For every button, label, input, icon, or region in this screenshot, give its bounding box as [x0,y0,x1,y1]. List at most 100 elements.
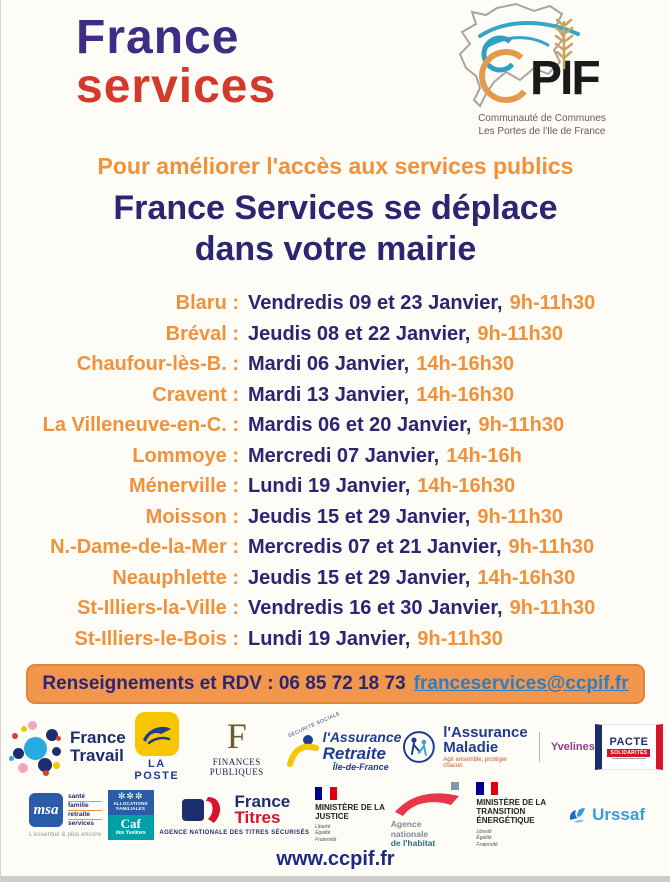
session-time: 9h-11h30 [477,505,563,528]
session-time: 14h-16h30 [417,475,516,497]
pacte-solidarites-logo: PACTE SOLIDARITÉS [594,724,663,770]
territory-outline [458,2,566,108]
anah-square-icon [450,781,459,790]
france-titres-logo: France Titres AGENCE NATIONALE DES TITRE… [159,793,310,837]
solidarites-label: SOLIDARITÉS [607,748,651,757]
session-date: Lundi 19 Janvier, [248,475,411,497]
schedule-row: N.-Dame-de-la-Mer : Mercredis 07 et 21 J… [1,536,670,567]
msa-services-list: santé famille retraite services [68,793,102,828]
ccpif-logo: PIF Communauté de Communes Les Portes de… [420,2,664,138]
ministere-transition-logo: MINISTÈRE DE LA TRANSITION ÉNERGÉTIQUE L… [476,781,562,848]
title-line2: dans votre mairie [194,229,477,268]
website-url[interactable]: www.ccpif.fr [276,848,395,870]
partner-logos: France Travail LA POSTE F FINANCES PUBLI… [1,710,670,848]
session-date: Lundi 19 Janvier, [248,627,411,650]
ministere-justice-label: MINISTÈRE DE LA JUSTICE [315,802,385,821]
french-flag-icon [476,781,499,795]
ccpif-caption-line2: Les Portes de l'Ile de France [478,125,606,137]
session-details: Mardis 06 et 20 Janvier, 9h-11h30 [248,414,564,437]
schedule-row: St-Illiers-la-Ville : Vendredis 16 et 30… [1,597,670,628]
assurance-maladie-region: Yvelines [550,741,595,753]
urssaf-label: Urssaf [592,805,645,824]
french-flag-icon [315,786,338,800]
wheat-stalk-icon [554,18,574,70]
schedule-row: Blaru : Vendredis 09 et 23 Janvier, 9h-11… [1,292,670,323]
session-time: 9h-11h30 [417,627,503,650]
assurance-maladie-logo: l'Assurance Maladie Agir ensemble, proté… [401,725,595,769]
motto: Liberté Égalité Fraternité [315,823,337,843]
town-name: Bréval : [165,322,239,345]
session-details: Lundi 19 Janvier, 9h-11h30 [248,628,503,651]
session-time: 9h-11h30 [477,322,563,345]
session-time: 9h-11h30 [509,292,596,314]
session-date: Vendredis 09 et 23 Janvier, [248,292,503,314]
session-time: 9h-11h30 [509,597,596,619]
town-name: Neauphlette : [112,566,239,589]
caf-logo: ✼✼✼ ALLOCATIONS FAMILIALES Caf des Yveli… [107,790,154,840]
town-name: Cravent : [152,383,239,406]
assurance-maladie-icon [403,731,436,763]
session-details: Mercredi 07 Janvier, 14h-16h [248,445,522,468]
town-name: Ménerville : [128,475,239,497]
france-travail-logo: France Travail [9,718,126,776]
session-details: Mardi 06 Janvier, 14h-16h30 [248,353,514,376]
schedule-row: St-Illiers-le-Bois : Lundi 19 Janvier, 9h… [1,628,670,659]
caf-family-icon: ✼✼✼ [117,791,144,802]
finances-publiques-monogram: F [226,715,247,756]
session-details: Jeudis 08 et 22 Janvier, 9h-11h30 [248,323,563,346]
schedule-row: La Villeneuve-en-C. : Mardis 06 et 20 Ja… [1,414,670,445]
assurance-retraite-person-icon [286,735,319,767]
ccpif-acronym-rest: PIF [530,52,599,105]
town-name: Chaufour-lès-B. : [76,353,239,375]
session-time: 9h-11h30 [478,414,565,436]
schedule-row: Moisson : Jeudis 15 et 29 Janvier, 9h-11h… [1,506,670,537]
contact-bar: Renseignements et RDV : 06 85 72 18 73 f… [26,664,645,704]
page-edge-strip [1,876,670,882]
schedule-row: Neauphlette : Jeudis 15 et 29 Janvier, 14… [1,567,670,598]
finances-publiques-logo: F FINANCES PUBLIQUES [188,718,286,777]
session-details: Vendredis 16 et 30 Janvier, 9h-11h30 [248,597,595,620]
assurance-maladie-tagline: Agir ensemble, protéger chacun [443,757,508,769]
assurance-retraite-label: l'Assurance Retraite Île-de-France [322,729,402,772]
orange-c-glyph [479,49,533,103]
contact-label: Renseignements et RDV : 06 85 72 18 73 [42,673,406,694]
urssaf-logo: Urssaf [568,805,645,825]
session-details: Mardi 13 Janvier, 14h-16h30 [248,384,514,407]
france-titres-subtitle: AGENCE NATIONALE DES TITRES SÉCURISÉS [159,830,310,837]
ministere-transition-label: MINISTÈRE DE LA TRANSITION ÉNERGÉTIQUE [476,797,546,826]
schedule-row: Lommoye : Mercredi 07 Janvier, 14h-16h [1,445,670,476]
divider [538,732,540,762]
la-poste-logo: LA POSTE [126,712,188,782]
caf-name: Caf [120,816,141,832]
brand-line-services: services [76,59,277,113]
town-name: La Villeneuve-en-C. : [42,414,239,436]
session-date: Mardi 06 Janvier, [248,353,410,375]
session-date: Mercredis 07 et 21 Janvier, [248,536,502,558]
la-poste-label: LA POSTE [134,758,180,782]
la-poste-bird-icon [134,712,179,756]
france-travail-dots-icon [9,718,63,776]
anah-ribbon-icon [394,793,459,816]
france-travail-label: France Travail [70,728,126,765]
urssaf-icon [569,808,586,823]
session-details: Jeudis 15 et 29 Janvier, 9h-11h30 [248,506,563,529]
schedule-list: Blaru : Vendredis 09 et 23 Janvier, 9h-11… [1,292,670,658]
town-name: N.-Dame-de-la-Mer : [50,536,239,558]
caf-allocations-label: ALLOCATIONS FAMILIALES [113,801,148,812]
pacte-label: PACTE [609,735,649,748]
session-date: Jeudis 08 et 22 Janvier, [248,322,471,345]
town-name: St-Illiers-le-Bois : [74,627,239,650]
session-date: Vendredis 16 et 30 Janvier, [248,597,503,619]
contact-email-link[interactable]: franceservices@ccpif.fr [413,673,629,694]
session-date: Mercredi 07 Janvier, [248,444,440,467]
town-name: Blaru : [175,292,239,314]
session-date: Mardis 06 et 20 Janvier, [248,414,472,436]
finances-publiques-label: FINANCES PUBLIQUES [209,756,264,777]
session-details: Mercredis 07 et 21 Janvier, 9h-11h30 [248,536,594,559]
schedule-row: Ménerville : Lundi 19 Janvier, 14h-16h30 [1,475,670,506]
assurance-maladie-label: l'Assurance Maladie Agir ensemble, proté… [443,724,528,769]
assurance-retraite-logo: SÉCURITÉ SOCIALE l'Assurance Retraite Îl… [286,711,402,772]
france-titres-icon [182,797,221,823]
france-services-logo: France services [76,13,277,113]
ccpif-caption: Communauté de Communes Les Portes de l'I… [420,113,664,138]
